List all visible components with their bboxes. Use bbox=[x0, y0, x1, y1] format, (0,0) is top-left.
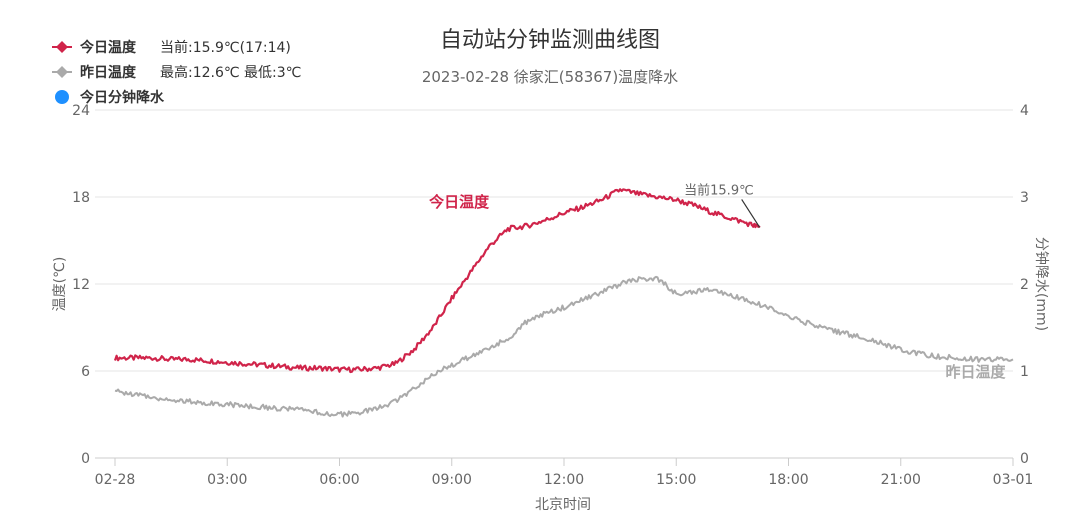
legend-marker-precip-icon bbox=[55, 90, 69, 104]
x-axis-title: 北京时间 bbox=[535, 497, 591, 513]
x-tick-label: 12:00 bbox=[544, 472, 584, 488]
grid bbox=[95, 109, 1013, 459]
x-tick-label: 02-28 bbox=[95, 472, 136, 488]
series-line-1 bbox=[114, 275, 1014, 418]
y2-tick-label: 2 bbox=[1020, 277, 1029, 293]
y-tick-label: 6 bbox=[81, 364, 90, 380]
x-tick-label: 06:00 bbox=[319, 472, 359, 488]
legend-label-precip: 今日分钟降水 bbox=[79, 89, 165, 106]
legend-info-yesterday: 最高:12.6℃ 最低:3℃ bbox=[160, 64, 301, 81]
x-tick-label: 09:00 bbox=[432, 472, 472, 488]
legend-item-yesterday[interactable]: 昨日温度 最高:12.6℃ 最低:3℃ bbox=[52, 64, 301, 81]
y-tick-label: 24 bbox=[72, 103, 90, 119]
legend-marker-today-icon bbox=[56, 41, 68, 53]
x-tick-label: 03:00 bbox=[207, 472, 247, 488]
legend-info-today: 当前:15.9℃(17:14) bbox=[160, 39, 291, 56]
x-tick-label: 15:00 bbox=[656, 472, 696, 488]
legend-label-today: 今日温度 bbox=[79, 39, 137, 56]
legend-label-yesterday: 昨日温度 bbox=[80, 64, 137, 81]
y2-tick-label: 3 bbox=[1020, 190, 1029, 206]
series-line-0 bbox=[113, 188, 761, 374]
y-tick-label: 18 bbox=[72, 190, 90, 206]
legend[interactable]: 今日温度 当前:15.9℃(17:14) 昨日温度 最高:12.6℃ 最低:3℃… bbox=[52, 39, 301, 106]
y2-tick-label: 1 bbox=[1020, 364, 1029, 380]
chart-title: 自动站分钟监测曲线图 bbox=[440, 28, 660, 53]
y2-axis-title: 分钟降水(mm) bbox=[1033, 237, 1050, 331]
y2-tick-label: 0 bbox=[1020, 451, 1029, 467]
annotation-pointer bbox=[741, 199, 761, 228]
x-tick-label: 03-01 bbox=[993, 472, 1034, 488]
legend-marker-yesterday-icon bbox=[56, 66, 68, 78]
series-label-today: 今日温度 bbox=[428, 193, 490, 211]
chart-subtitle: 2023-02-28 徐家汇(58367)温度降水 bbox=[422, 68, 678, 86]
x-tick-label: 21:00 bbox=[881, 472, 921, 488]
series-label-yesterday: 昨日温度 bbox=[946, 363, 1007, 381]
annotation-current: 当前15.9℃ bbox=[684, 182, 754, 198]
y-tick-label: 0 bbox=[81, 451, 90, 467]
legend-item-precip[interactable]: 今日分钟降水 bbox=[55, 89, 165, 106]
legend-item-today[interactable]: 今日温度 当前:15.9℃(17:14) bbox=[52, 39, 291, 56]
y-tick-label: 12 bbox=[72, 277, 90, 293]
y2-tick-label: 4 bbox=[1020, 103, 1029, 119]
series bbox=[113, 188, 1014, 418]
y-axis-title: 温度(℃) bbox=[52, 257, 68, 312]
x-tick-label: 18:00 bbox=[768, 472, 808, 488]
